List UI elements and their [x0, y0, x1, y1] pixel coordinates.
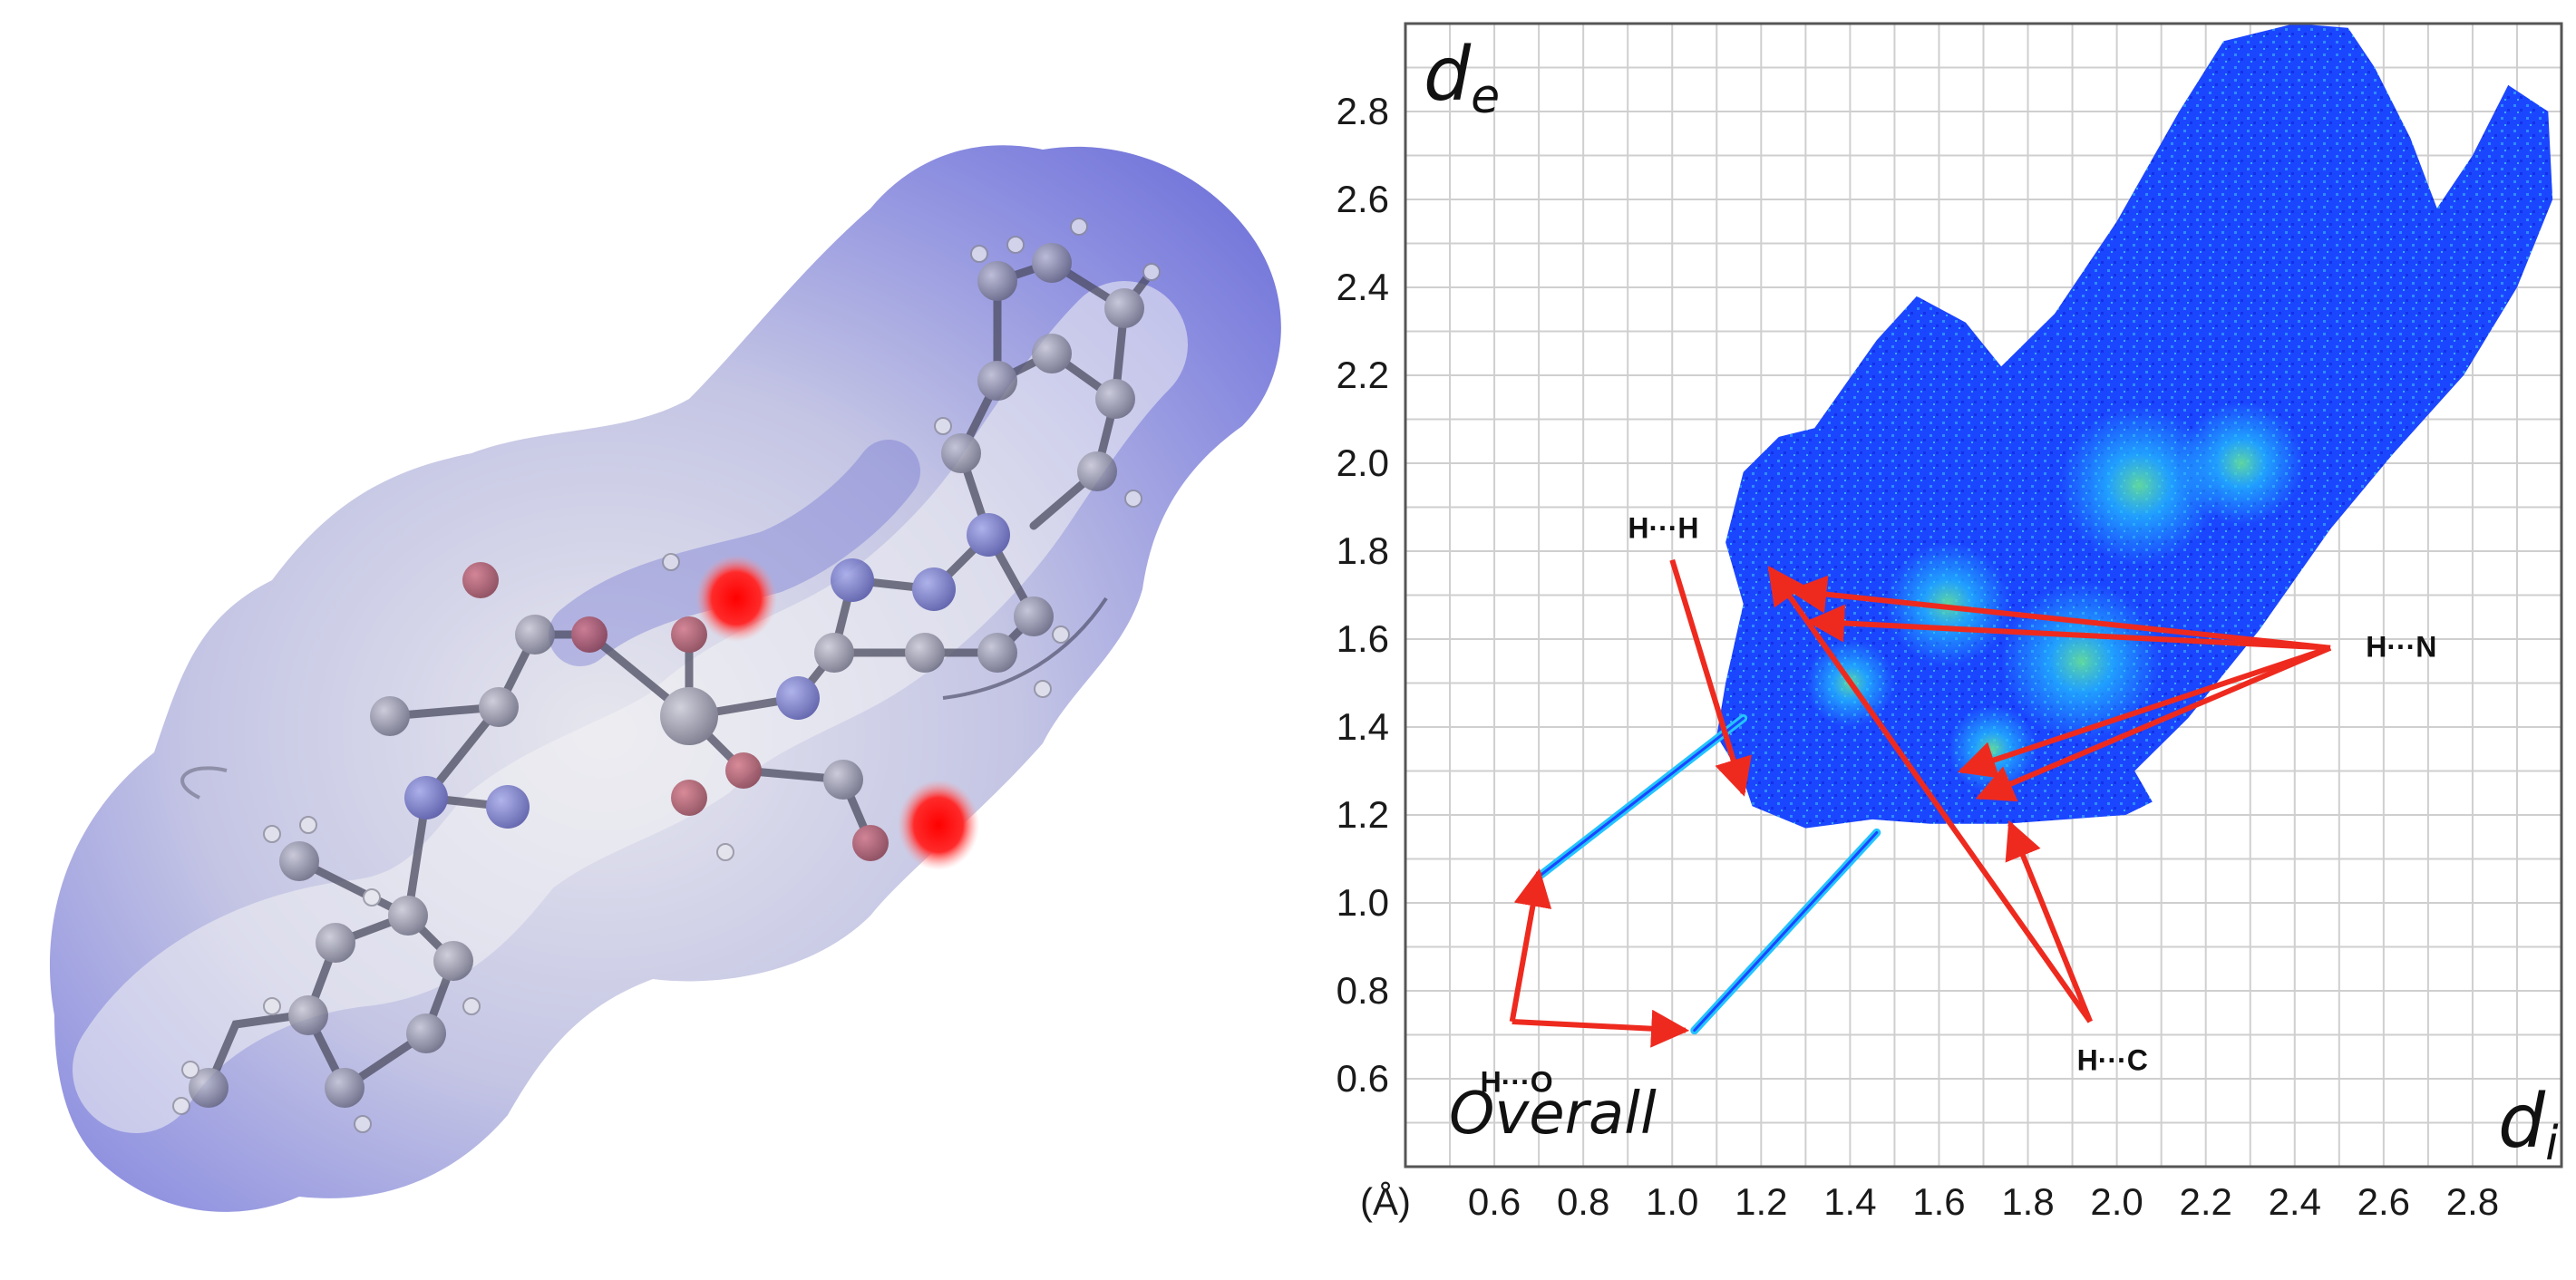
x-tick-labels: 0.6 0.8 1.0 1.2 1.4 1.6 1.8 2.0 2.2 2.4 2.6 2.8	[1468, 1180, 2499, 1223]
fingerprint-density-hotspots	[1805, 402, 2304, 793]
annotation-arrow	[1767, 565, 2093, 1023]
annotation-arrow	[1509, 868, 1552, 1023]
x-tick-label: 2.4	[2269, 1180, 2321, 1223]
y-tick-label: 1.4	[1337, 705, 1389, 748]
density-hotspot	[2179, 402, 2304, 525]
fingerprint-plot: 0.6 0.8 1.0 1.2 1.4 1.6 1.8 2.0 2.2 2.4 2.6 2.8 0.6…	[1337, 22, 2563, 1223]
y-tick-label: 1.6	[1337, 617, 1389, 660]
fingerprint-plot-panel: 0.6 0.8 1.0 1.2 1.4 1.6 1.8 2.0 2.2 2.4 2.6 2.8 0.6…	[1306, 0, 2576, 1275]
unit-label: (Å)	[1360, 1180, 1411, 1223]
spike-core	[1693, 830, 1879, 1033]
density-hotspot	[2001, 581, 2162, 741]
annotation-label: H···C	[2077, 1043, 2148, 1076]
annotation-label: H···N	[2366, 630, 2436, 663]
annotation-arrow	[1788, 575, 2331, 651]
plot-frame	[1404, 22, 2563, 1168]
annotation-label: H···H	[1628, 511, 1698, 544]
annotation-arrow	[1512, 1009, 1690, 1048]
spike-core	[1537, 716, 1745, 878]
x-tick-label: 1.8	[2001, 1180, 2054, 1223]
y-tick-label: 2.4	[1337, 266, 1389, 308]
y-tick-label: 2.0	[1337, 441, 1389, 484]
annotation-arrow	[1975, 645, 2332, 802]
y-tick-label: 2.8	[1337, 90, 1389, 132]
y-tick-label: 2.2	[1337, 354, 1389, 396]
hirshfeld-surface-panel	[49, 145, 1281, 1212]
x-tick-label: 1.4	[1823, 1180, 1876, 1223]
x-tick-label: 0.8	[1557, 1180, 1609, 1223]
x-tick-label: 2.2	[2179, 1180, 2231, 1223]
x-tick-label: 2.0	[2090, 1180, 2143, 1223]
x-tick-label: 1.2	[1735, 1180, 1787, 1223]
y-axis-label: de	[1424, 32, 1500, 124]
y-tick-label: 1.8	[1337, 529, 1389, 572]
annotation-arrow	[1957, 645, 2331, 779]
y-tick-labels: 0.6 0.8 1.0 1.2 1.4 1.6 1.8 2.0 2.2 2.4 2.6 2.8	[1337, 90, 1389, 1100]
annotations: H···H H···N H···C H···O	[1481, 511, 2437, 1098]
x-tick-label: 2.6	[2357, 1180, 2410, 1223]
density-hotspot	[1885, 542, 2010, 666]
density-hotspot	[2058, 405, 2220, 565]
x-tick-label: 1.6	[1912, 1180, 1965, 1223]
x-tick-label: 1.0	[1646, 1180, 1698, 1223]
panel-label: Overall	[1449, 1081, 1657, 1148]
annotation-arrow	[2005, 819, 2093, 1023]
y-tick-label: 0.8	[1337, 969, 1389, 1012]
annotation-arrow	[1669, 558, 1752, 797]
fingerprint-spikes	[1534, 713, 1881, 1035]
annotation-label: H···O	[1481, 1066, 1553, 1099]
x-tick-label: 0.6	[1468, 1180, 1521, 1223]
hot-spots	[695, 555, 979, 870]
y-tick-label: 0.6	[1337, 1057, 1389, 1100]
y-tick-label: 1.2	[1337, 793, 1389, 836]
y-tick-label: 1.0	[1337, 881, 1389, 924]
molecule-skeleton	[172, 218, 1161, 1133]
surface-body	[49, 145, 1281, 1212]
x-axis-label: di	[2498, 1079, 2559, 1171]
x-tick-label: 2.8	[2446, 1180, 2499, 1223]
hirshfeld-surface-image	[49, 145, 1281, 1212]
annotation-arrow	[1806, 604, 2331, 651]
y-tick-label: 2.6	[1337, 178, 1389, 220]
